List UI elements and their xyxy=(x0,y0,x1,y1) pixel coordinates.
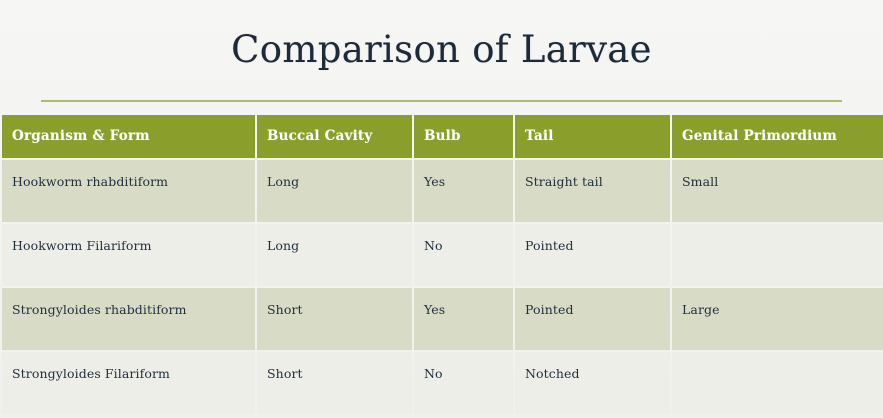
cell-buccal-cavity: Long xyxy=(257,224,412,286)
cell-buccal-cavity: Short xyxy=(257,288,412,350)
table-row: Hookworm Filariform Long No Pointed xyxy=(2,224,883,286)
cell-bulb: Yes xyxy=(414,160,513,222)
column-header-tail[interactable]: Tail xyxy=(515,115,670,158)
table-row: Strongyloides Filariform Short No Notche… xyxy=(2,352,883,414)
column-header-organism-form[interactable]: Organism & Form xyxy=(2,115,255,158)
table-row: Hookworm rhabditiform Long Yes Straight … xyxy=(2,160,883,222)
table-header: Organism & Form Buccal Cavity Bulb Tail … xyxy=(2,115,883,158)
title-divider xyxy=(41,100,842,102)
page-title: Comparison of Larvae xyxy=(231,27,652,71)
cell-buccal-cavity: Long xyxy=(257,160,412,222)
cell-organism-form: Strongyloides rhabditiform xyxy=(2,288,255,350)
column-header-buccal-cavity[interactable]: Buccal Cavity xyxy=(257,115,412,158)
cell-bulb: No xyxy=(414,224,513,286)
comparison-table: Organism & Form Buccal Cavity Bulb Tail … xyxy=(0,113,883,416)
cell-organism-form: Strongyloides Filariform xyxy=(2,352,255,414)
table-header-row: Organism & Form Buccal Cavity Bulb Tail … xyxy=(2,115,883,158)
cell-tail: Pointed xyxy=(515,224,670,286)
slide-title-area: Comparison of Larvae xyxy=(0,0,883,100)
cell-genital-primordium: Small xyxy=(672,160,883,222)
comparison-table-container: Organism & Form Buccal Cavity Bulb Tail … xyxy=(0,113,883,416)
cell-genital-primordium xyxy=(672,352,883,414)
cell-buccal-cavity: Short xyxy=(257,352,412,414)
cell-organism-form: Hookworm rhabditiform xyxy=(2,160,255,222)
cell-genital-primordium: Large xyxy=(672,288,883,350)
cell-organism-form: Hookworm Filariform xyxy=(2,224,255,286)
cell-genital-primordium xyxy=(672,224,883,286)
cell-tail: Straight tail xyxy=(515,160,670,222)
column-header-bulb[interactable]: Bulb xyxy=(414,115,513,158)
table-row: Strongyloides rhabditiform Short Yes Poi… xyxy=(2,288,883,350)
cell-tail: Pointed xyxy=(515,288,670,350)
cell-bulb: Yes xyxy=(414,288,513,350)
table-body: Hookworm rhabditiform Long Yes Straight … xyxy=(2,160,883,414)
cell-bulb: No xyxy=(414,352,513,414)
cell-tail: Notched xyxy=(515,352,670,414)
column-header-genital-primordium[interactable]: Genital Primordium xyxy=(672,115,883,158)
